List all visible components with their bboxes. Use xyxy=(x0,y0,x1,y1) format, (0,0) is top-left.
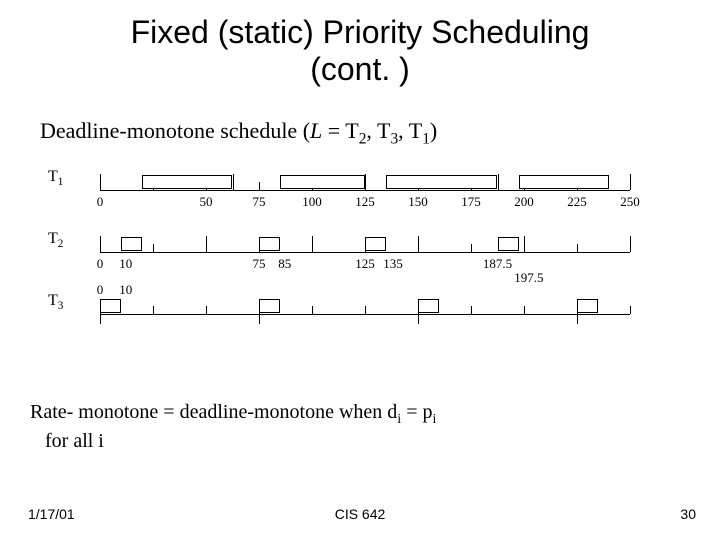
footer-center: CIS 642 xyxy=(0,506,720,522)
title-line1: Fixed (static) Priority Scheduling xyxy=(131,14,590,50)
body-text: Rate- monotone = deadline-monotone when … xyxy=(30,400,690,454)
exec-box xyxy=(498,237,519,251)
tick-major xyxy=(577,314,578,324)
timeline-row: T105075100125150175200225250 xyxy=(40,162,680,218)
tick-minor xyxy=(471,306,472,314)
exec-box xyxy=(519,175,609,189)
tick-label: 0 xyxy=(97,194,104,210)
tick-label: 197.5 xyxy=(514,270,543,286)
tick-major xyxy=(259,314,260,324)
footer-page-number: 30 xyxy=(680,506,696,522)
tick-label: 150 xyxy=(408,194,428,210)
tick-major xyxy=(312,236,313,252)
row-label: T3 xyxy=(48,292,63,312)
exec-box xyxy=(577,299,598,313)
exec-box xyxy=(121,237,142,251)
tick-minor xyxy=(153,306,154,314)
tick-minor xyxy=(259,182,260,190)
slide-title: Fixed (static) Priority Scheduling (cont… xyxy=(0,14,720,88)
tick-major xyxy=(233,174,234,190)
axis: 05075100125150175200225250 xyxy=(100,190,630,191)
exec-box xyxy=(142,175,232,189)
tick-minor xyxy=(365,306,366,314)
tick-major xyxy=(100,314,101,324)
tick-label: 0 xyxy=(97,282,104,298)
tick-label: 187.5 xyxy=(483,256,512,272)
tick-minor xyxy=(524,306,525,314)
tick-label: 75 xyxy=(253,194,266,210)
tick-label: 135 xyxy=(383,256,403,272)
tick-major xyxy=(100,174,101,190)
tick-label: 10 xyxy=(119,256,132,272)
tick-major xyxy=(524,236,525,252)
tick-minor xyxy=(206,306,207,314)
timeline-row: T3 010 xyxy=(40,286,680,342)
tick-label: 75 xyxy=(253,256,266,272)
tick-label: 200 xyxy=(514,194,534,210)
tick-major xyxy=(630,174,631,190)
tick-major xyxy=(206,236,207,252)
exec-box xyxy=(418,299,439,313)
exec-box xyxy=(259,237,280,251)
axis: 010 xyxy=(100,314,630,315)
tick-label: 85 xyxy=(278,256,291,272)
tick-minor xyxy=(312,306,313,314)
tick-label: 0 xyxy=(97,256,104,272)
exec-box xyxy=(280,175,365,189)
exec-box xyxy=(365,237,386,251)
exec-box xyxy=(100,299,121,313)
title-line2: (cont. ) xyxy=(310,51,410,87)
subtitle: Deadline-monotone schedule (L = T2, T3, … xyxy=(40,118,437,148)
tick-minor xyxy=(630,306,631,314)
tick-label: 100 xyxy=(302,194,322,210)
tick-major xyxy=(418,314,419,324)
tick-major xyxy=(100,236,101,252)
tick-label: 10 xyxy=(119,282,132,298)
timeline-row: T2 0107585125135187.5197.5 xyxy=(40,224,680,280)
exec-box xyxy=(259,299,280,313)
tick-minor xyxy=(153,244,154,252)
tick-label: 250 xyxy=(620,194,640,210)
axis: 0107585125135187.5197.5 xyxy=(100,252,630,253)
tick-minor xyxy=(471,244,472,252)
tick-label: 175 xyxy=(461,194,481,210)
tick-major xyxy=(498,174,499,190)
tick-label: 125 xyxy=(355,194,375,210)
tick-label: 50 xyxy=(200,194,213,210)
exec-box xyxy=(386,175,497,189)
row-label: T1 xyxy=(48,168,63,188)
tick-label: 225 xyxy=(567,194,587,210)
row-label: T2 xyxy=(48,230,63,250)
tick-label: 125 xyxy=(355,256,375,272)
tick-minor xyxy=(577,244,578,252)
tick-major xyxy=(630,236,631,252)
tick-major xyxy=(365,174,366,190)
tick-major xyxy=(418,236,419,252)
timelines: T105075100125150175200225250T20107585125… xyxy=(40,162,680,348)
